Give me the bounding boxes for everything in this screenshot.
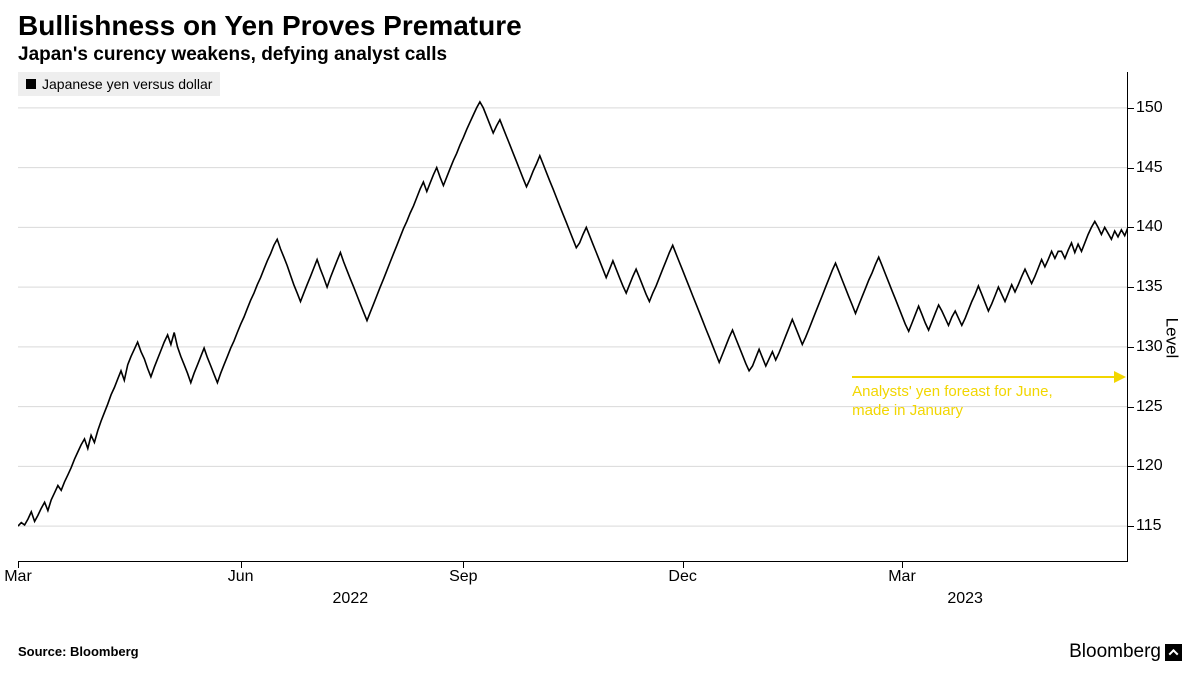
y-tick-mark (1128, 526, 1134, 527)
y-tick-label: 130 (1136, 338, 1163, 356)
x-tick-label: Sep (449, 568, 477, 586)
y-tick-label: 145 (1136, 159, 1163, 177)
y-axis-label: Level (1162, 317, 1182, 358)
annotation-line1: Analysts' yen foreast for June, (852, 383, 1052, 400)
chart-subtitle: Japan's curency weakens, defying analyst… (0, 42, 1200, 66)
y-tick-label: 135 (1136, 278, 1163, 296)
forecast-arrow-head (1114, 371, 1126, 383)
y-tick-mark (1128, 347, 1134, 348)
y-tick-mark (1128, 407, 1134, 408)
y-tick-label: 120 (1136, 457, 1163, 475)
x-tick-label: 2022 (333, 590, 369, 608)
forecast-arrow-line (852, 376, 1116, 379)
x-tick-mark (241, 562, 242, 568)
x-tick-mark (463, 562, 464, 568)
x-tick-label: Jun (228, 568, 254, 586)
x-tick-label: Dec (668, 568, 696, 586)
y-tick-mark (1128, 168, 1134, 169)
chart-title: Bullishness on Yen Proves Premature (0, 0, 1200, 42)
source-label: Source: Bloomberg (18, 644, 139, 659)
x-tick-label: Mar (888, 568, 916, 586)
x-tick-mark (18, 562, 19, 568)
y-tick-mark (1128, 227, 1134, 228)
chart-plot-area (18, 72, 1128, 562)
brand-text: Bloomberg (1069, 641, 1161, 663)
annotation-line2: made in January (852, 402, 963, 419)
y-tick-mark (1128, 287, 1134, 288)
x-tick-mark (683, 562, 684, 568)
y-tick-label: 140 (1136, 218, 1163, 236)
x-tick-mark (902, 562, 903, 568)
y-tick-label: 150 (1136, 99, 1163, 117)
y-axis-line (1127, 72, 1128, 561)
brand-logo: Bloomberg (1069, 641, 1182, 663)
y-tick-mark (1128, 466, 1134, 467)
y-tick-label: 125 (1136, 398, 1163, 416)
forecast-annotation: Analysts' yen foreast for June, made in J… (852, 383, 1052, 421)
x-tick-label: 2023 (947, 590, 983, 608)
chart-svg (18, 72, 1128, 562)
brand-icon (1165, 644, 1182, 661)
x-tick-label: Mar (4, 568, 32, 586)
y-tick-label: 115 (1136, 517, 1162, 535)
y-tick-mark (1128, 108, 1134, 109)
